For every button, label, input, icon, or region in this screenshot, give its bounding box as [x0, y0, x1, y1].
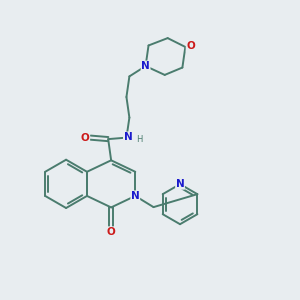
Text: N: N	[124, 132, 132, 142]
Text: N: N	[131, 191, 140, 201]
Text: H: H	[136, 136, 142, 145]
Text: O: O	[81, 133, 90, 142]
Text: O: O	[107, 227, 116, 237]
Text: N: N	[141, 61, 150, 71]
Text: N: N	[176, 179, 184, 189]
Text: O: O	[186, 41, 195, 51]
